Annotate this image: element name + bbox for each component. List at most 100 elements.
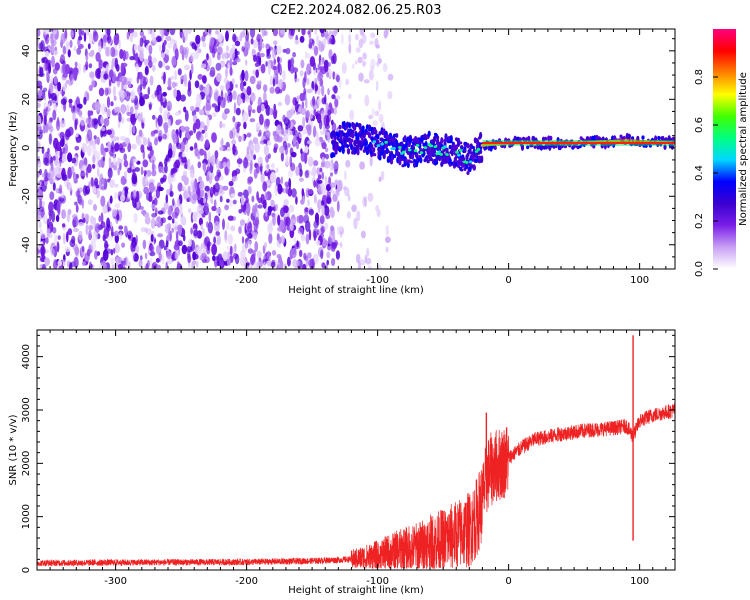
noise-blob (37, 29, 41, 37)
noise-blob (148, 103, 152, 111)
trace-core (443, 145, 447, 149)
noise-blob (321, 204, 325, 217)
y-tick-label: 40 (21, 44, 32, 57)
noise-blob (116, 136, 120, 141)
noise-blob (181, 244, 188, 255)
noise-blob (40, 244, 45, 257)
trace-blob (466, 142, 470, 149)
noise-blob (147, 137, 150, 148)
noise-blob (354, 60, 358, 65)
noise-blob (163, 71, 166, 83)
noise-blob (320, 225, 326, 234)
noise-blob (188, 239, 192, 247)
noise-blob (251, 195, 255, 203)
noise-blob (94, 101, 101, 112)
noise-blob (321, 200, 325, 206)
trace-blob (432, 135, 437, 143)
noise-blob (190, 227, 193, 235)
noise-blob (80, 172, 87, 177)
noise-blob (198, 176, 203, 183)
noise-blob (130, 92, 136, 101)
noise-blob (240, 31, 246, 38)
noise-blob (177, 240, 183, 247)
noise-blob (169, 190, 174, 197)
trace-blob (459, 141, 463, 145)
noise-blob (255, 216, 260, 226)
noise-blob (151, 57, 157, 64)
noise-blob (227, 94, 232, 102)
noise-blob (50, 38, 57, 47)
trace-blob (409, 160, 413, 164)
trace-blob (406, 162, 410, 168)
noise-blob (299, 70, 304, 77)
snr-content (37, 335, 675, 569)
noise-blob (235, 58, 241, 63)
noise-blob (304, 207, 309, 213)
noise-blob (196, 93, 202, 105)
noise-blob (61, 153, 67, 163)
noise-blob (67, 183, 73, 192)
noise-blob (137, 44, 141, 53)
noise-blob (198, 188, 205, 198)
trace-blob (361, 125, 365, 131)
noise-blob (37, 80, 42, 87)
noise-blob (276, 45, 282, 55)
noise-blob (387, 73, 394, 81)
noise-blob (326, 196, 332, 205)
noise-blob (157, 114, 163, 127)
noise-blob (106, 108, 111, 118)
noise-blob (181, 47, 187, 56)
noise-blob (202, 75, 207, 84)
noise-blob (57, 260, 62, 267)
noise-blob (97, 159, 103, 168)
noise-blob (249, 118, 256, 123)
noise-blob (225, 67, 228, 78)
noise-blob (283, 140, 288, 151)
noise-blob (102, 156, 106, 162)
noise-blob (183, 29, 188, 39)
noise-blob (336, 200, 340, 213)
noise-blob (106, 129, 112, 135)
noise-blob (207, 221, 213, 234)
noise-blob (160, 177, 164, 184)
noise-blob (210, 154, 215, 167)
noise-blob (217, 171, 222, 178)
noise-blob (241, 236, 245, 244)
noise-blob (254, 241, 259, 252)
noise-blob (116, 64, 120, 72)
noise-blob (56, 202, 61, 213)
noise-blob (221, 111, 228, 121)
trace-core (398, 146, 402, 149)
noise-blob (119, 48, 124, 60)
noise-blob (213, 199, 217, 208)
noise-blob (276, 254, 282, 259)
noise-blob (134, 167, 140, 172)
noise-blob (54, 95, 57, 101)
noise-blob (327, 109, 332, 116)
noise-blob (358, 38, 364, 49)
noise-blob (81, 30, 85, 36)
noise-blob (140, 144, 145, 153)
noise-blob (98, 215, 102, 223)
noise-blob (240, 194, 245, 206)
noise-blob (275, 167, 279, 173)
noise-blob (278, 78, 284, 90)
noise-blob (184, 110, 189, 122)
noise-blob (316, 35, 320, 46)
noise-blob (188, 56, 192, 63)
noise-blob (39, 198, 42, 209)
noise-blob (235, 83, 238, 89)
noise-blob (100, 116, 104, 125)
noise-blob (249, 159, 253, 171)
noise-blob (142, 34, 146, 41)
noise-blob (198, 217, 203, 226)
noise-blob (296, 260, 300, 267)
noise-blob (70, 73, 74, 86)
noise-blob (208, 55, 212, 67)
trace-blob (388, 132, 393, 138)
noise-blob (40, 40, 45, 52)
noise-blob (288, 204, 295, 213)
noise-blob (212, 255, 216, 262)
noise-blob (101, 126, 106, 132)
noise-blob (189, 146, 194, 151)
